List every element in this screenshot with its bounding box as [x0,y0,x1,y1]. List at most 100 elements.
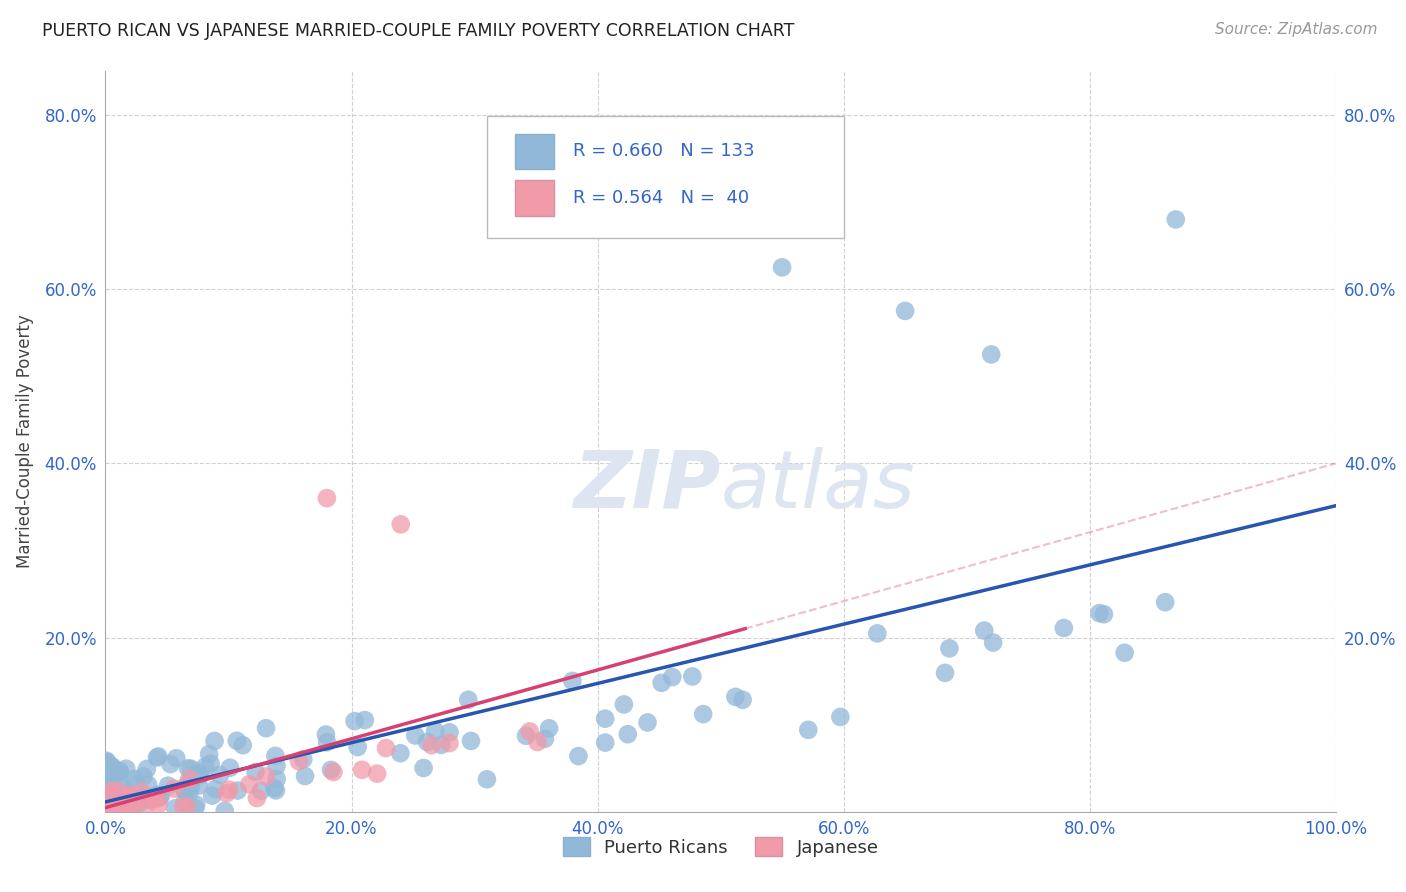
Point [96,787,118,801]
Point [118,789,141,803]
Point [96,754,118,768]
Point [105,766,128,780]
Point [176,799,198,814]
Point [613,698,636,712]
Point [770,260,793,275]
Point [238,777,260,791]
Text: ZIP: ZIP [574,447,721,525]
Point [263,780,285,795]
Point [135,798,157,813]
Point [254,721,277,735]
Point [425,724,447,739]
Point [149,789,172,804]
Point [661,670,683,684]
Point [561,673,583,688]
Point [173,782,195,797]
Point [159,757,181,772]
Point [148,790,170,805]
Point [246,791,269,805]
Point [96,802,118,816]
Point [637,715,659,730]
Point [250,784,273,798]
FancyBboxPatch shape [486,116,844,238]
Point [180,780,202,794]
Point [692,707,714,722]
Point [135,762,157,776]
Point [519,724,541,739]
Point [174,780,197,794]
Point [319,763,342,777]
Point [980,347,1002,361]
Point [101,798,124,813]
Point [194,759,217,773]
Point [1154,595,1177,609]
Point [200,756,222,771]
Point [404,729,426,743]
Point [157,779,180,793]
Point [264,783,287,797]
Point [187,765,209,780]
Text: R = 0.660   N = 133: R = 0.660 N = 133 [574,143,755,161]
Point [132,769,155,783]
Point [128,796,150,810]
Point [174,784,197,798]
Point [389,517,412,532]
Point [125,797,148,811]
Point [389,746,412,760]
Point [118,789,141,803]
Point [204,734,226,748]
Point [96,804,118,818]
Point [439,725,461,739]
Point [981,635,1004,649]
Point [681,669,703,683]
Point [731,693,754,707]
Point [412,761,434,775]
Text: R = 0.564   N =  40: R = 0.564 N = 40 [574,189,749,207]
Point [1088,606,1111,620]
Text: Source: ZipAtlas.com: Source: ZipAtlas.com [1215,22,1378,37]
Text: PUERTO RICAN VS JAPANESE MARRIED-COUPLE FAMILY POVERTY CORRELATION CHART: PUERTO RICAN VS JAPANESE MARRIED-COUPLE … [42,22,794,40]
Point [108,804,131,818]
Point [830,710,852,724]
Point [315,491,337,505]
Point [120,802,142,816]
Point [100,784,122,798]
Point [208,768,231,782]
Point [346,740,368,755]
Point [350,763,373,777]
Point [420,738,443,752]
Point [866,626,889,640]
Point [264,748,287,763]
Point [107,791,129,805]
Point [460,734,482,748]
Point [567,749,589,764]
Point [146,788,169,802]
Point [526,735,548,749]
Bar [515,134,554,169]
Point [165,751,187,765]
Point [112,793,135,807]
Point [797,723,820,737]
Point [148,797,170,812]
Point [218,782,240,797]
Point [117,787,139,801]
Point [204,782,226,797]
Point [96,789,118,803]
Point [215,786,238,800]
Point [354,713,377,727]
Point [107,786,129,800]
Point [107,784,129,798]
Point [100,758,122,772]
Point [142,793,165,807]
Point [108,764,131,778]
Point [163,781,186,796]
Point [651,676,673,690]
Point [616,727,638,741]
Point [177,761,200,775]
Y-axis label: Married-Couple Family Poverty: Married-Couple Family Poverty [15,315,34,568]
Point [534,731,557,746]
Point [165,801,187,815]
Point [96,779,118,793]
Point [219,761,242,775]
Point [112,804,135,818]
